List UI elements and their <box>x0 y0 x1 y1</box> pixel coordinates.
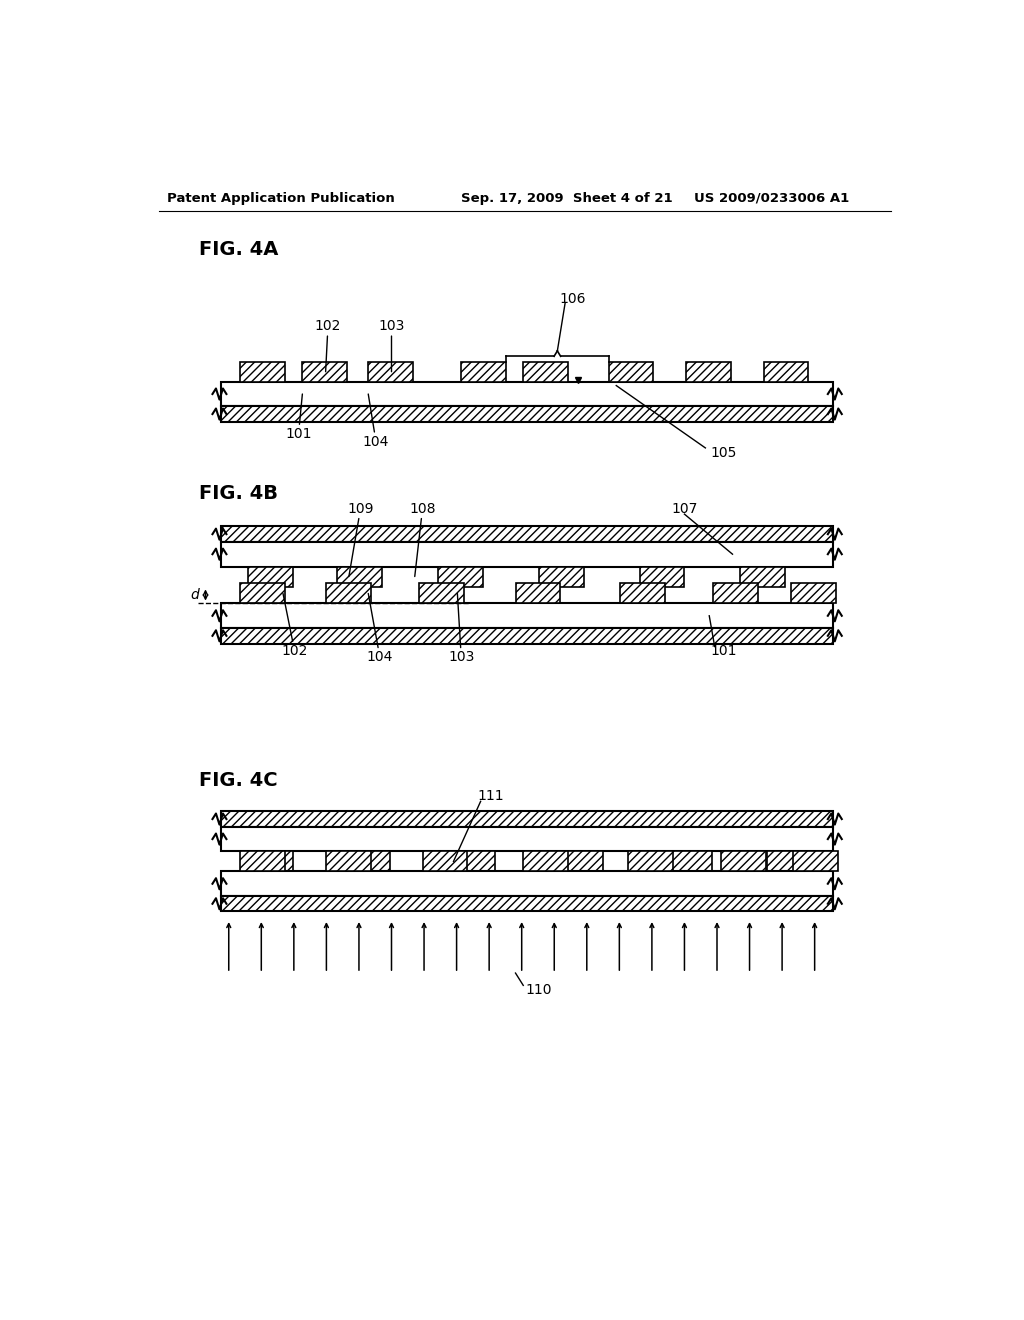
Bar <box>686 362 731 381</box>
Bar <box>539 566 584 586</box>
Bar <box>628 851 673 871</box>
Bar <box>450 851 495 871</box>
Bar <box>337 566 382 586</box>
Bar <box>515 583 560 603</box>
Bar <box>608 362 653 381</box>
Text: 104: 104 <box>367 594 393 664</box>
Bar <box>221 896 834 911</box>
Text: 109: 109 <box>347 502 374 577</box>
Text: 108: 108 <box>410 502 436 577</box>
Bar <box>221 407 834 422</box>
Bar <box>423 851 467 871</box>
Bar <box>791 583 836 603</box>
Bar <box>713 583 758 603</box>
Bar <box>523 362 568 381</box>
Bar <box>241 362 286 381</box>
Text: 101: 101 <box>710 644 736 659</box>
Bar <box>461 362 506 381</box>
Text: FIG. 4A: FIG. 4A <box>200 240 279 259</box>
Bar <box>621 583 665 603</box>
Bar <box>221 527 834 541</box>
Bar <box>221 826 834 851</box>
Bar <box>369 362 414 381</box>
Bar <box>438 566 483 586</box>
Text: 110: 110 <box>525 983 552 997</box>
Text: 111: 111 <box>477 789 504 803</box>
Text: 107: 107 <box>672 502 697 516</box>
Text: FIG. 4C: FIG. 4C <box>200 771 278 791</box>
Text: 105: 105 <box>710 446 736 459</box>
Text: Sep. 17, 2009  Sheet 4 of 21: Sep. 17, 2009 Sheet 4 of 21 <box>461 191 673 205</box>
Text: 104: 104 <box>362 395 389 449</box>
Bar <box>221 603 834 628</box>
Text: 103: 103 <box>378 319 404 372</box>
Bar <box>667 851 712 871</box>
Bar <box>419 583 464 603</box>
Bar <box>558 851 603 871</box>
Bar <box>740 566 785 586</box>
Bar <box>248 851 293 871</box>
Bar <box>721 851 766 871</box>
Bar <box>221 628 834 644</box>
Text: 103: 103 <box>449 594 474 664</box>
Bar <box>248 566 293 586</box>
Bar <box>326 583 371 603</box>
Text: FIG. 4B: FIG. 4B <box>200 484 279 503</box>
Bar <box>793 851 838 871</box>
Text: US 2009/0233006 A1: US 2009/0233006 A1 <box>693 191 849 205</box>
Bar <box>326 851 371 871</box>
Bar <box>767 851 812 871</box>
Bar <box>221 812 834 826</box>
Bar <box>345 851 390 871</box>
Text: d: d <box>190 587 200 602</box>
Bar <box>221 871 834 896</box>
Bar <box>764 362 809 381</box>
Text: 101: 101 <box>286 395 311 441</box>
Bar <box>640 566 684 586</box>
Bar <box>302 362 347 381</box>
Text: 102: 102 <box>282 594 308 659</box>
Text: 102: 102 <box>314 319 341 372</box>
Bar <box>241 851 286 871</box>
Bar <box>241 583 286 603</box>
Bar <box>221 543 834 566</box>
Bar <box>221 381 834 407</box>
Text: Patent Application Publication: Patent Application Publication <box>167 191 394 205</box>
Bar <box>523 851 568 871</box>
Text: 106: 106 <box>559 292 586 305</box>
